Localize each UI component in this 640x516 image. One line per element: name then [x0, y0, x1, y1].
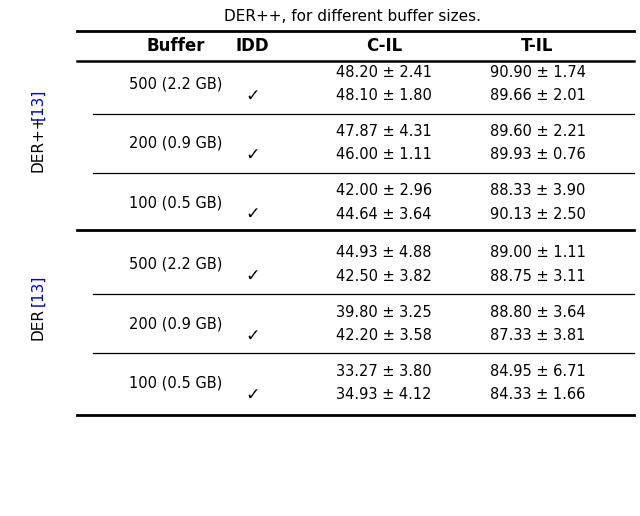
Text: T-IL: T-IL [522, 38, 554, 55]
Text: DER: DER [31, 308, 46, 340]
Text: 100 (0.5 GB): 100 (0.5 GB) [129, 195, 223, 210]
Text: IDD: IDD [236, 38, 269, 55]
Text: 44.93 ± 4.88: 44.93 ± 4.88 [336, 245, 432, 261]
Text: 88.33 ± 3.90: 88.33 ± 3.90 [490, 183, 586, 199]
Text: ✓: ✓ [246, 205, 260, 223]
Text: 500 (2.2 GB): 500 (2.2 GB) [129, 257, 223, 272]
Text: ✓: ✓ [246, 327, 260, 344]
Text: 88.80 ± 3.64: 88.80 ± 3.64 [490, 304, 586, 320]
Text: 42.20 ± 3.58: 42.20 ± 3.58 [336, 328, 432, 343]
Text: DER++, for different buffer sizes.: DER++, for different buffer sizes. [223, 9, 481, 24]
Text: 42.50 ± 3.82: 42.50 ± 3.82 [336, 268, 432, 284]
Text: 44.64 ± 3.64: 44.64 ± 3.64 [336, 206, 432, 222]
Text: 34.93 ± 4.12: 34.93 ± 4.12 [336, 387, 432, 402]
Text: [13]: [13] [31, 89, 46, 120]
Text: 89.60 ± 2.21: 89.60 ± 2.21 [490, 124, 586, 139]
Text: ✓: ✓ [246, 386, 260, 404]
Text: 89.93 ± 0.76: 89.93 ± 0.76 [490, 147, 586, 163]
Text: 48.20 ± 2.41: 48.20 ± 2.41 [336, 64, 432, 80]
Text: 42.00 ± 2.96: 42.00 ± 2.96 [336, 183, 432, 199]
Text: DER++: DER++ [31, 115, 46, 172]
Text: ✓: ✓ [246, 146, 260, 164]
Text: Buffer: Buffer [147, 38, 205, 55]
Text: 84.33 ± 1.66: 84.33 ± 1.66 [490, 387, 586, 402]
Text: 200 (0.9 GB): 200 (0.9 GB) [129, 316, 223, 331]
Text: [13]: [13] [31, 275, 46, 306]
Text: 88.75 ± 3.11: 88.75 ± 3.11 [490, 268, 586, 284]
Text: ✓: ✓ [246, 87, 260, 104]
Text: 39.80 ± 3.25: 39.80 ± 3.25 [336, 304, 432, 320]
Text: C-IL: C-IL [366, 38, 402, 55]
Text: 89.00 ± 1.11: 89.00 ± 1.11 [490, 245, 586, 261]
Text: 200 (0.9 GB): 200 (0.9 GB) [129, 136, 223, 151]
Text: 48.10 ± 1.80: 48.10 ± 1.80 [336, 88, 432, 103]
Text: 90.13 ± 2.50: 90.13 ± 2.50 [490, 206, 586, 222]
Text: 47.87 ± 4.31: 47.87 ± 4.31 [336, 124, 432, 139]
Text: 46.00 ± 1.11: 46.00 ± 1.11 [336, 147, 432, 163]
Text: 500 (2.2 GB): 500 (2.2 GB) [129, 76, 223, 91]
Text: 89.66 ± 2.01: 89.66 ± 2.01 [490, 88, 586, 103]
Text: 87.33 ± 3.81: 87.33 ± 3.81 [490, 328, 586, 343]
Text: ✓: ✓ [246, 267, 260, 285]
Text: 90.90 ± 1.74: 90.90 ± 1.74 [490, 64, 586, 80]
Text: 100 (0.5 GB): 100 (0.5 GB) [129, 376, 223, 391]
Text: 84.95 ± 6.71: 84.95 ± 6.71 [490, 364, 586, 379]
Text: 33.27 ± 3.80: 33.27 ± 3.80 [336, 364, 432, 379]
